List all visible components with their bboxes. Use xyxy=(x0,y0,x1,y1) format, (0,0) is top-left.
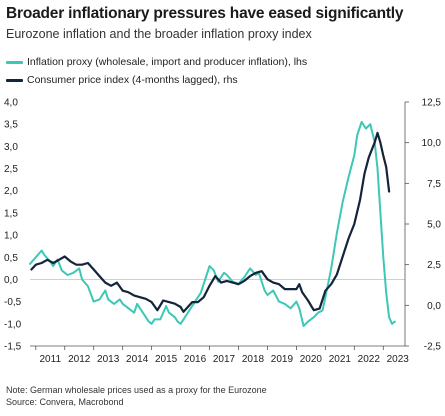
y-left-tick-label: -1,5 xyxy=(4,342,22,353)
legend-label-cpi: Consumer price index (4-months lagged), … xyxy=(27,74,238,86)
y-right-tick-label: 5,0 xyxy=(427,220,441,231)
y-right-tick-label: 12,5 xyxy=(422,98,442,109)
x-tick-label: 2016 xyxy=(184,354,207,365)
x-tick-label: 2021 xyxy=(329,354,352,365)
footer-notes: Note: German wholesale prices used as a … xyxy=(6,384,267,408)
legend-item-inflation-proxy: Inflation proxy (wholesale, import and p… xyxy=(6,53,307,71)
y-left-tick-label: 0,5 xyxy=(4,253,18,264)
y-left-tick-label: 3,5 xyxy=(4,120,18,131)
chart-title: Broader inflationary pressures have ease… xyxy=(6,5,404,22)
x-tick-label: 2022 xyxy=(358,354,381,365)
chart-subtitle: Eurozone inflation and the broader infla… xyxy=(6,27,312,41)
legend-label-inflation-proxy: Inflation proxy (wholesale, import and p… xyxy=(27,56,308,68)
y-left-tick-label: 2,0 xyxy=(4,186,18,197)
x-tick-label: 2013 xyxy=(97,354,120,365)
footer-source: Source: Convera, Macrobond xyxy=(6,397,124,407)
y-right-tick-label: -2,5 xyxy=(424,342,442,353)
x-tick-label: 2019 xyxy=(271,354,294,365)
x-tick-label: 2020 xyxy=(300,354,323,365)
y-left-tick-label: 0,0 xyxy=(4,275,18,286)
y-left-tick-label: 2,5 xyxy=(4,164,18,175)
x-tick-label: 2015 xyxy=(155,354,178,365)
legend-swatch-cpi xyxy=(6,78,23,82)
x-tick-label: 2018 xyxy=(242,354,265,365)
legend: Inflation proxy (wholesale, import and p… xyxy=(6,53,307,89)
series-line-inflation-proxy xyxy=(29,121,396,327)
x-tick-label: 2017 xyxy=(213,354,236,365)
line-chart: 4,0 3,5 3,0 2,5 2,0 1,5 1,0 0,5 0,0 -0,5 -1,0 -1,5 1… xyxy=(4,98,442,366)
x-tick-label: 2012 xyxy=(68,354,91,365)
footer-note: Note: German wholesale prices used as a … xyxy=(6,385,267,395)
y-left-tick-label: 3,0 xyxy=(4,142,18,153)
y-left-tick-label: -0,5 xyxy=(4,297,22,308)
y-left-tick-label: 1,0 xyxy=(4,231,18,242)
legend-swatch-inflation-proxy xyxy=(6,60,23,64)
y-left-tick-label: 1,5 xyxy=(4,208,18,219)
x-tick-label: 2011 xyxy=(40,354,62,365)
x-tick-label: 2014 xyxy=(126,354,149,365)
series-line-cpi xyxy=(30,131,391,313)
y-right-tick-label: 2,5 xyxy=(427,260,441,271)
legend-item-cpi: Consumer price index (4-months lagged), … xyxy=(6,71,307,89)
y-right-tick-label: 7,5 xyxy=(427,179,441,190)
y-right-tick-label: 10,0 xyxy=(422,138,442,149)
y-left-tick-label: 4,0 xyxy=(4,98,18,109)
y-right-tick-label: 0,0 xyxy=(427,301,441,312)
x-tick-label: 2023 xyxy=(387,354,410,365)
y-left-tick-label: -1,0 xyxy=(4,319,22,330)
